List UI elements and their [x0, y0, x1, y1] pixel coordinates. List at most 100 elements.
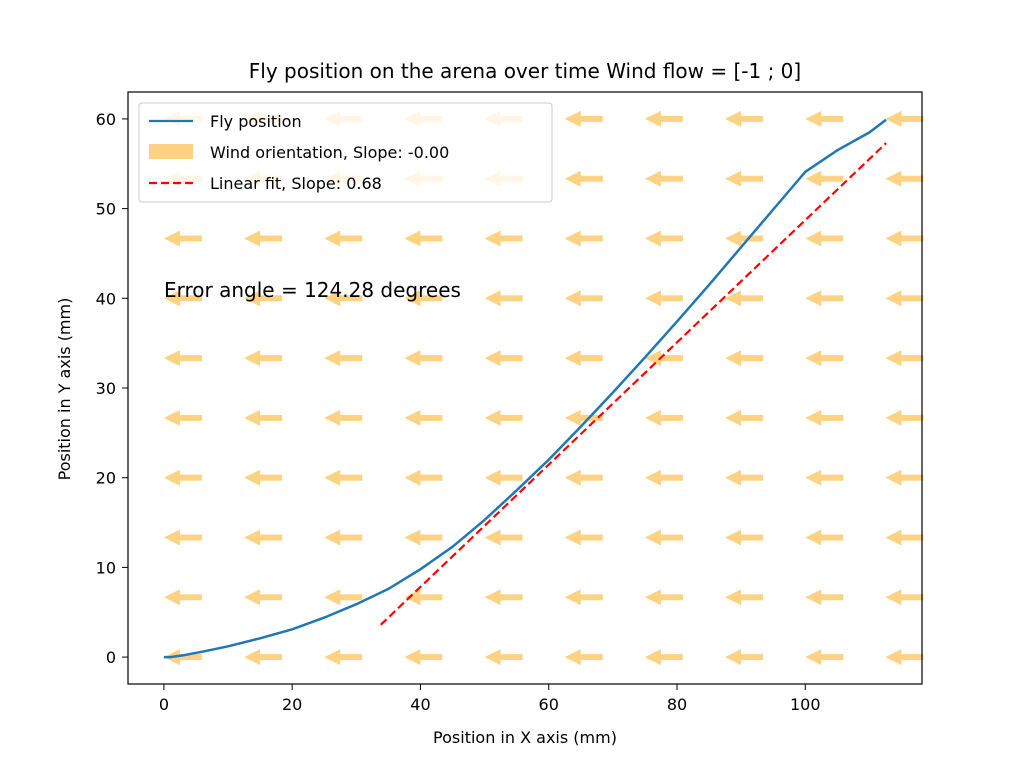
y-tick-label: 10	[96, 558, 116, 577]
wind-arrow	[244, 469, 283, 486]
wind-arrow	[324, 469, 363, 486]
wind-arrow	[885, 110, 924, 127]
wind-arrow	[404, 589, 443, 606]
y-tick-label: 60	[96, 110, 116, 129]
wind-arrow	[644, 409, 683, 426]
chart-title: Fly position on the arena over time Wind…	[249, 59, 801, 83]
wind-arrow	[564, 469, 603, 486]
wind-arrow	[564, 589, 603, 606]
legend: Fly position Wind orientation, Slope: -0…	[138, 102, 553, 203]
wind-arrow	[163, 529, 202, 546]
wind-arrow	[805, 649, 844, 666]
wind-arrow	[404, 350, 443, 367]
y-axis: 0 10 20 30 40 50 60	[96, 110, 128, 667]
legend-box	[138, 102, 553, 203]
wind-arrow	[324, 529, 363, 546]
wind-arrow	[404, 529, 443, 546]
legend-label-fly-position: Fly position	[210, 112, 302, 131]
wind-arrow	[324, 230, 363, 247]
wind-arrow	[725, 350, 764, 367]
wind-arrow	[324, 409, 363, 426]
wind-arrow	[484, 649, 523, 666]
y-tick-label: 40	[96, 289, 116, 308]
x-tick-label: 80	[667, 695, 687, 714]
wind-arrow	[644, 230, 683, 247]
wind-arrow	[484, 230, 523, 247]
x-axis: 0 20 40 60 80 100	[159, 684, 821, 714]
wind-arrow	[564, 230, 603, 247]
wind-arrow	[484, 589, 523, 606]
wind-arrow	[564, 350, 603, 367]
wind-arrow	[324, 290, 363, 307]
wind-arrow	[644, 170, 683, 187]
wind-arrow	[725, 409, 764, 426]
wind-arrow	[805, 350, 844, 367]
wind-arrow	[404, 230, 443, 247]
wind-arrow	[885, 529, 924, 546]
wind-arrow	[644, 290, 683, 307]
wind-arrow	[805, 469, 844, 486]
linear-fit-line	[379, 142, 887, 626]
wind-arrow	[805, 290, 844, 307]
wind-arrow	[484, 409, 523, 426]
wind-arrow	[725, 170, 764, 187]
legend-label-wind: Wind orientation, Slope: -0.00	[210, 143, 449, 162]
wind-arrow	[725, 469, 764, 486]
legend-label-linear-fit: Linear fit, Slope: 0.68	[210, 174, 382, 193]
wind-arrow	[725, 290, 764, 307]
x-tick-label: 40	[410, 695, 430, 714]
x-tick-label: 60	[539, 695, 559, 714]
wind-arrow	[725, 529, 764, 546]
wind-arrow	[484, 469, 523, 486]
wind-arrow	[244, 230, 283, 247]
wind-arrow	[644, 529, 683, 546]
wind-arrow	[564, 170, 603, 187]
wind-arrow	[163, 290, 202, 307]
wind-arrow	[163, 350, 202, 367]
wind-arrow	[324, 589, 363, 606]
wind-arrow	[404, 649, 443, 666]
wind-arrow	[885, 589, 924, 606]
wind-arrow	[805, 170, 844, 187]
wind-arrow	[244, 290, 283, 307]
wind-arrow	[404, 290, 443, 307]
error-angle-annotation: Error angle = 124.28 degrees	[164, 278, 461, 302]
wind-arrow	[244, 350, 283, 367]
wind-arrow	[244, 589, 283, 606]
wind-arrow	[885, 290, 924, 307]
wind-arrow	[885, 649, 924, 666]
wind-arrow	[885, 350, 924, 367]
wind-arrow	[725, 589, 764, 606]
wind-arrow	[644, 350, 683, 367]
x-tick-label: 100	[790, 695, 821, 714]
wind-arrow	[805, 110, 844, 127]
wind-arrow	[885, 170, 924, 187]
wind-arrow	[404, 469, 443, 486]
wind-arrow	[163, 589, 202, 606]
wind-arrow	[564, 409, 603, 426]
wind-arrow	[324, 649, 363, 666]
wind-arrow	[244, 409, 283, 426]
wind-arrow	[564, 529, 603, 546]
wind-arrow	[163, 469, 202, 486]
wind-arrow	[564, 290, 603, 307]
y-tick-label: 50	[96, 200, 116, 219]
y-tick-label: 0	[106, 648, 116, 667]
wind-arrow	[324, 350, 363, 367]
wind-arrow	[885, 230, 924, 247]
wind-arrow	[725, 110, 764, 127]
wind-arrow	[163, 230, 202, 247]
wind-arrow	[244, 529, 283, 546]
x-axis-label: Position in X axis (mm)	[433, 728, 617, 747]
series-layer	[163, 118, 887, 659]
wind-arrow	[644, 649, 683, 666]
fly-position-line	[163, 118, 887, 659]
wind-arrow	[564, 649, 603, 666]
wind-arrow	[885, 469, 924, 486]
wind-arrow	[805, 589, 844, 606]
wind-arrow	[725, 649, 764, 666]
x-tick-label: 20	[282, 695, 302, 714]
wind-arrow	[644, 589, 683, 606]
y-tick-label: 20	[96, 469, 116, 488]
